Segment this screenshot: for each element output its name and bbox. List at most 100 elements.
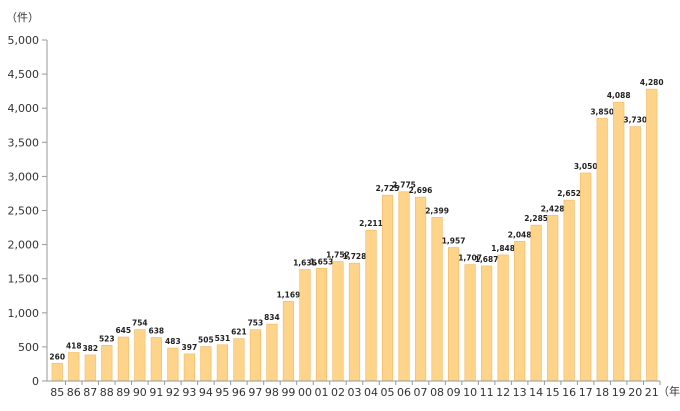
x-tick-label: 08 — [430, 386, 444, 399]
x-tick-label: 88 — [100, 386, 114, 399]
bar — [580, 172, 592, 382]
bar — [51, 362, 63, 382]
x-tick-label: 87 — [83, 386, 97, 399]
bar-value-label: 1,653 — [310, 257, 334, 266]
x-tick-label: 93 — [182, 386, 196, 399]
bar — [514, 241, 526, 382]
bar — [84, 354, 96, 382]
bar — [398, 191, 410, 382]
bar-value-label: 3,730 — [623, 116, 647, 125]
bar — [348, 262, 361, 382]
bar-value-label: 4,088 — [607, 91, 631, 100]
bar — [447, 247, 460, 382]
x-tick-label: 05 — [381, 386, 395, 399]
bar-value-label: 2,652 — [557, 189, 581, 198]
x-tick-label: 92 — [166, 386, 180, 399]
bar-value-label: 397 — [182, 343, 198, 352]
y-tick-label: 3,500 — [8, 136, 40, 149]
bar-value-label: 260 — [49, 352, 65, 361]
x-tick-label: 98 — [265, 386, 279, 399]
bar-value-label: 638 — [149, 326, 165, 335]
y-tick-label: 3,000 — [8, 170, 40, 183]
bar-value-label: 2,775 — [392, 181, 416, 190]
x-tick-label: 20 — [628, 386, 642, 399]
x-tick-label: 94 — [199, 386, 213, 399]
bar — [117, 336, 129, 382]
bar-value-label: 1,707 — [458, 254, 482, 263]
bar — [530, 224, 542, 382]
x-tick-label: 15 — [546, 386, 560, 399]
bar-value-label: 2,211 — [359, 219, 383, 228]
x-tick-label: 01 — [314, 386, 328, 399]
y-tick-label: 2,000 — [8, 239, 40, 252]
y-tick-label: 1,500 — [8, 273, 40, 286]
x-tick-label: 21 — [645, 386, 659, 399]
bar — [563, 199, 575, 382]
bar-value-label: 2,696 — [409, 186, 433, 195]
bar-value-label: 531 — [215, 334, 231, 343]
x-tick-label: 10 — [463, 386, 477, 399]
bar — [497, 254, 509, 382]
bar — [464, 264, 476, 382]
bar — [414, 196, 427, 382]
x-tick-label: 06 — [397, 386, 411, 399]
bar-value-label: 2,048 — [508, 230, 532, 239]
bar — [332, 261, 344, 382]
bar — [68, 352, 80, 382]
bar — [596, 118, 608, 382]
bar-value-label: 645 — [115, 326, 131, 335]
x-tick-label: 85 — [50, 386, 64, 399]
x-tick-label: 99 — [281, 386, 295, 399]
x-tick-label: 02 — [331, 386, 345, 399]
x-tick-label: 95 — [215, 386, 229, 399]
x-tick-label: 14 — [529, 386, 543, 399]
bar-value-label: 754 — [132, 319, 148, 328]
y-axis: 0 500 1,000 1,500 2,000 2,500 3,000 3,500 4,000 4… — [8, 34, 48, 388]
x-tick-label: 91 — [149, 386, 163, 399]
y-tick-label: 5,000 — [8, 34, 40, 47]
bar — [266, 323, 278, 382]
bar — [282, 300, 295, 382]
x-tick-label: 04 — [364, 386, 378, 399]
bar — [150, 337, 162, 382]
bar-value-label: 3,850 — [590, 107, 614, 116]
bar-value-label: 483 — [165, 337, 181, 346]
y-tick-label: 0 — [32, 375, 39, 388]
bar-value-label: 2,428 — [541, 204, 565, 213]
bar-value-label: 753 — [248, 319, 264, 328]
bar — [646, 88, 658, 382]
x-tick-label: 03 — [348, 386, 362, 399]
x-tick-label: 90 — [133, 386, 147, 399]
x-tick-label: 16 — [562, 386, 576, 399]
x-tick-label: 19 — [612, 386, 626, 399]
x-tick-label: 09 — [447, 386, 461, 399]
bar-value-label: 505 — [198, 336, 214, 345]
bar — [481, 265, 493, 382]
bar-value-label: 1,728 — [343, 252, 367, 261]
y-tick-label: 4,500 — [8, 68, 40, 81]
bar — [629, 126, 641, 382]
bar-value-label: 4,280 — [640, 78, 664, 87]
y-unit-label: （件） — [6, 11, 39, 24]
y-tick-label: 4,000 — [8, 102, 40, 115]
x-tick-label: 96 — [232, 386, 246, 399]
bar — [134, 329, 146, 382]
bar-value-label: 2,725 — [376, 184, 400, 193]
bar-value-label: 523 — [99, 334, 115, 343]
x-unit-label: （年） — [658, 384, 680, 398]
x-tick-label: 86 — [67, 386, 81, 399]
bar-value-label: 834 — [264, 313, 280, 322]
bar-value-label: 1,635 — [293, 258, 317, 267]
x-tick-label: 13 — [513, 386, 527, 399]
bar — [216, 344, 228, 382]
bar-value-label: 2,285 — [524, 214, 548, 223]
x-tick-label: 17 — [579, 386, 593, 399]
bar — [547, 215, 559, 382]
bar-value-label: 3,050 — [574, 162, 598, 171]
bar-value-label: 2,399 — [425, 206, 449, 215]
bar-value-label: 1,752 — [326, 251, 350, 260]
bar — [299, 269, 311, 382]
bar — [249, 329, 262, 382]
